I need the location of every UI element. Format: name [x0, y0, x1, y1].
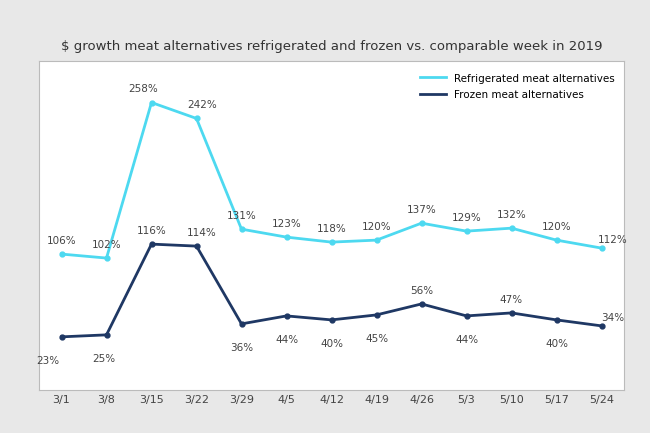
Text: 40%: 40% [545, 339, 568, 349]
Text: 114%: 114% [187, 228, 217, 238]
Text: 44%: 44% [275, 335, 298, 346]
Text: 112%: 112% [598, 235, 627, 246]
Text: 40%: 40% [320, 339, 343, 349]
Text: 123%: 123% [272, 219, 302, 229]
Text: 137%: 137% [407, 205, 436, 215]
Legend: Refrigerated meat alternatives, Frozen meat alternatives: Refrigerated meat alternatives, Frozen m… [415, 69, 619, 104]
Text: 120%: 120% [541, 222, 571, 232]
Text: 44%: 44% [455, 335, 478, 346]
Text: 129%: 129% [452, 213, 482, 223]
Text: 118%: 118% [317, 224, 346, 234]
Text: 34%: 34% [601, 313, 624, 323]
Text: 47%: 47% [500, 294, 523, 304]
Text: 120%: 120% [361, 222, 391, 232]
Text: 56%: 56% [410, 286, 433, 296]
Text: 36%: 36% [230, 343, 253, 353]
Text: 25%: 25% [92, 354, 115, 364]
Text: 23%: 23% [36, 356, 59, 366]
Text: 106%: 106% [47, 236, 76, 246]
Text: 102%: 102% [92, 240, 122, 250]
Text: 132%: 132% [497, 210, 526, 220]
Text: 242%: 242% [187, 100, 217, 110]
Text: 116%: 116% [136, 226, 166, 236]
Text: 45%: 45% [365, 334, 388, 344]
Title: $ growth meat alternatives refrigerated and frozen vs. comparable week in 2019: $ growth meat alternatives refrigerated … [60, 39, 603, 52]
Text: 258%: 258% [128, 84, 158, 94]
Text: 131%: 131% [227, 211, 256, 221]
